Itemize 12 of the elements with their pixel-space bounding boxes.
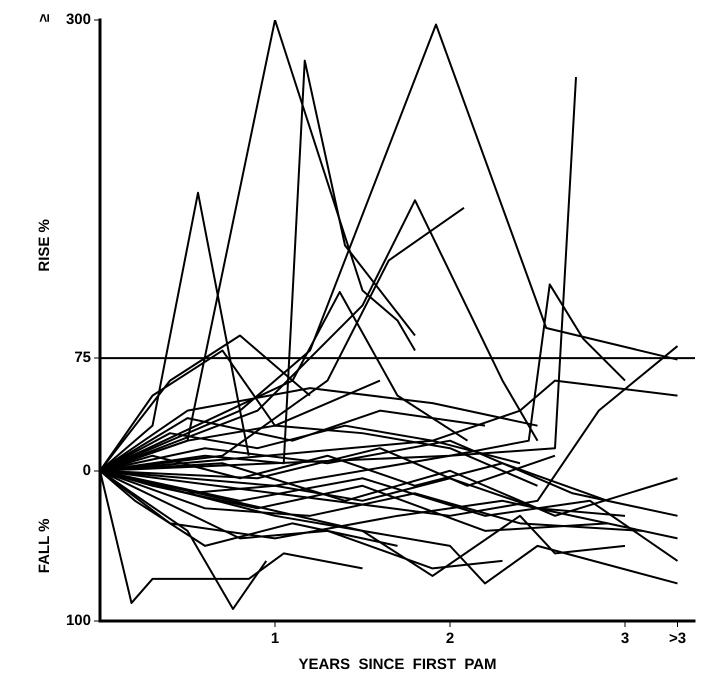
text: FALL % bbox=[36, 518, 54, 574]
x-tick-label: 2 bbox=[446, 630, 454, 648]
x-tick-label: 1 bbox=[270, 630, 280, 648]
y-tick-label: 75 bbox=[74, 349, 91, 366]
x-tick-label: >3 bbox=[668, 630, 686, 648]
text: ≥ bbox=[36, 14, 54, 22]
y-axis-title: RISE % bbox=[36, 219, 54, 272]
x-tick-label: 3 bbox=[620, 630, 630, 648]
y-tick-label: 100 bbox=[66, 612, 91, 630]
y-tick-label: 0 bbox=[82, 462, 91, 479]
y-tick-label: 300 bbox=[66, 11, 91, 28]
x-axis-title: YEARS SINCE FIRST PAM bbox=[298, 656, 497, 673]
